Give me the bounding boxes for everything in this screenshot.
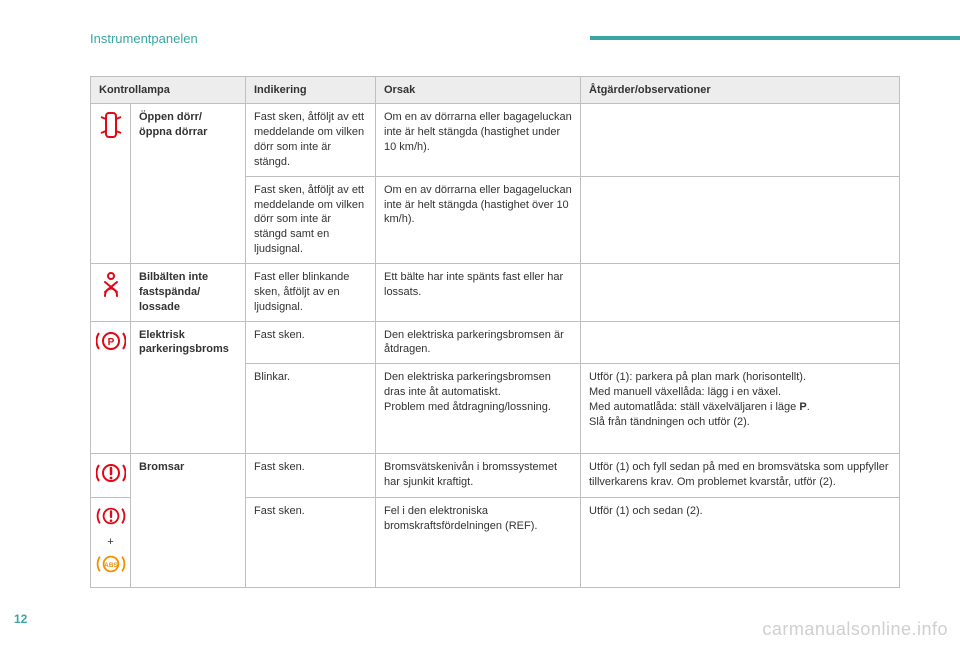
plus-symbol: +: [93, 535, 128, 550]
parking-brake-icon: P: [96, 328, 126, 354]
watermark: carmanualsonline.info: [762, 617, 948, 641]
cell-act: Utför (1) och sedan (2).: [581, 498, 900, 588]
brake-warning-icon: [96, 504, 126, 528]
cell-act: [581, 176, 900, 263]
act-line-bold: P: [799, 401, 806, 413]
svg-text:ABS: ABS: [104, 562, 118, 569]
row-name-brakes: Bromsar: [131, 454, 246, 587]
row-name-epb-label: Elektrisk parkeringsbroms: [139, 329, 229, 356]
cell-ind: Blinkar.: [246, 364, 376, 454]
cell-cause: Ett bälte har inte spänts fast eller har…: [376, 263, 581, 321]
row-name-belt: Bilbälten inte fastspända/ lossade: [131, 263, 246, 321]
th-indikering: Indikering: [246, 76, 376, 104]
act-line-pre: Med automatlåda: ställ växelväljaren i l…: [589, 401, 799, 413]
cell-ind: Fast sken.: [246, 498, 376, 588]
accent-rule: [590, 36, 960, 40]
icon-cell-epb: P: [91, 321, 131, 454]
row-name-epb: Elektrisk parkeringsbroms: [131, 321, 246, 454]
warning-lamp-table: Kontrollampa Indikering Orsak Åtgärder/o…: [90, 76, 900, 588]
act-line: Med manuell växellåda: lägg i en växel.: [589, 385, 891, 400]
abs-icon: ABS: [96, 552, 126, 576]
brake-warning-icon: [96, 460, 126, 486]
row-name-belt-label: Bilbälten inte fastspända/ lossade: [139, 271, 208, 313]
cell-cause: Fel i den elektroniska bromskraftsfördel…: [376, 498, 581, 588]
th-atgarder: Åtgärder/observationer: [581, 76, 900, 104]
cell-act: [581, 321, 900, 364]
table-row: Bilbälten inte fastspända/ lossade Fast …: [91, 263, 900, 321]
cell-cause: Om en av dörrarna eller bagageluckan int…: [376, 104, 581, 176]
row-name-door: Öppen dörr/ öppna dörrar: [131, 104, 246, 264]
cell-cause: Om en av dörrarna eller bagageluckan int…: [376, 176, 581, 263]
th-orsak: Orsak: [376, 76, 581, 104]
cell-ind: Fast sken.: [246, 454, 376, 498]
cell-cause: Den elektriska parkeringsbromsen dras in…: [376, 364, 581, 454]
icon-cell-brake-abs: + ABS: [91, 498, 131, 588]
table-row: Bromsar Fast sken. Bromsvätskenivån i br…: [91, 454, 900, 498]
cell-ind: Fast sken, åtföljt av ett meddelande om …: [246, 176, 376, 263]
cell-act: [581, 263, 900, 321]
door-open-icon: [98, 110, 124, 140]
seatbelt-icon: [99, 270, 123, 298]
th-kontrollampa: Kontrollampa: [91, 76, 246, 104]
act-line: Utför (1): parkera på plan mark (horison…: [589, 370, 891, 385]
act-line: Med automatlåda: ställ växelväljaren i l…: [589, 400, 891, 415]
cell-cause: Bromsvätskenivån i bromssystemet har sju…: [376, 454, 581, 498]
cell-act: Utför (1): parkera på plan mark (horison…: [581, 364, 900, 454]
cell-ind: Fast sken, åtföljt av ett meddelande om …: [246, 104, 376, 176]
table-row: Öppen dörr/ öppna dörrar Fast sken, åtfö…: [91, 104, 900, 176]
cell-ind: Fast eller blinkande sken, åtföljt av en…: [246, 263, 376, 321]
icon-cell-brake: [91, 454, 131, 498]
icon-cell-belt: [91, 263, 131, 321]
cell-cause: Den elektriska parkeringsbromsen är åtdr…: [376, 321, 581, 364]
table-row: P Elektrisk parkeringsbroms Fast sken. D…: [91, 321, 900, 364]
row-name-brakes-label: Bromsar: [139, 461, 184, 473]
cell-act: Utför (1) och fyll sedan på med en broms…: [581, 454, 900, 498]
act-line: Slå från tändningen och utför (2).: [589, 415, 891, 430]
icon-cell-door: [91, 104, 131, 264]
act-line-post: .: [807, 401, 810, 413]
page-number: 12: [14, 611, 27, 627]
cell-act: [581, 104, 900, 176]
table-header-row: Kontrollampa Indikering Orsak Åtgärder/o…: [91, 76, 900, 104]
svg-text:P: P: [107, 337, 114, 348]
cell-ind: Fast sken.: [246, 321, 376, 364]
row-name-door-label: Öppen dörr/ öppna dörrar: [139, 111, 207, 138]
